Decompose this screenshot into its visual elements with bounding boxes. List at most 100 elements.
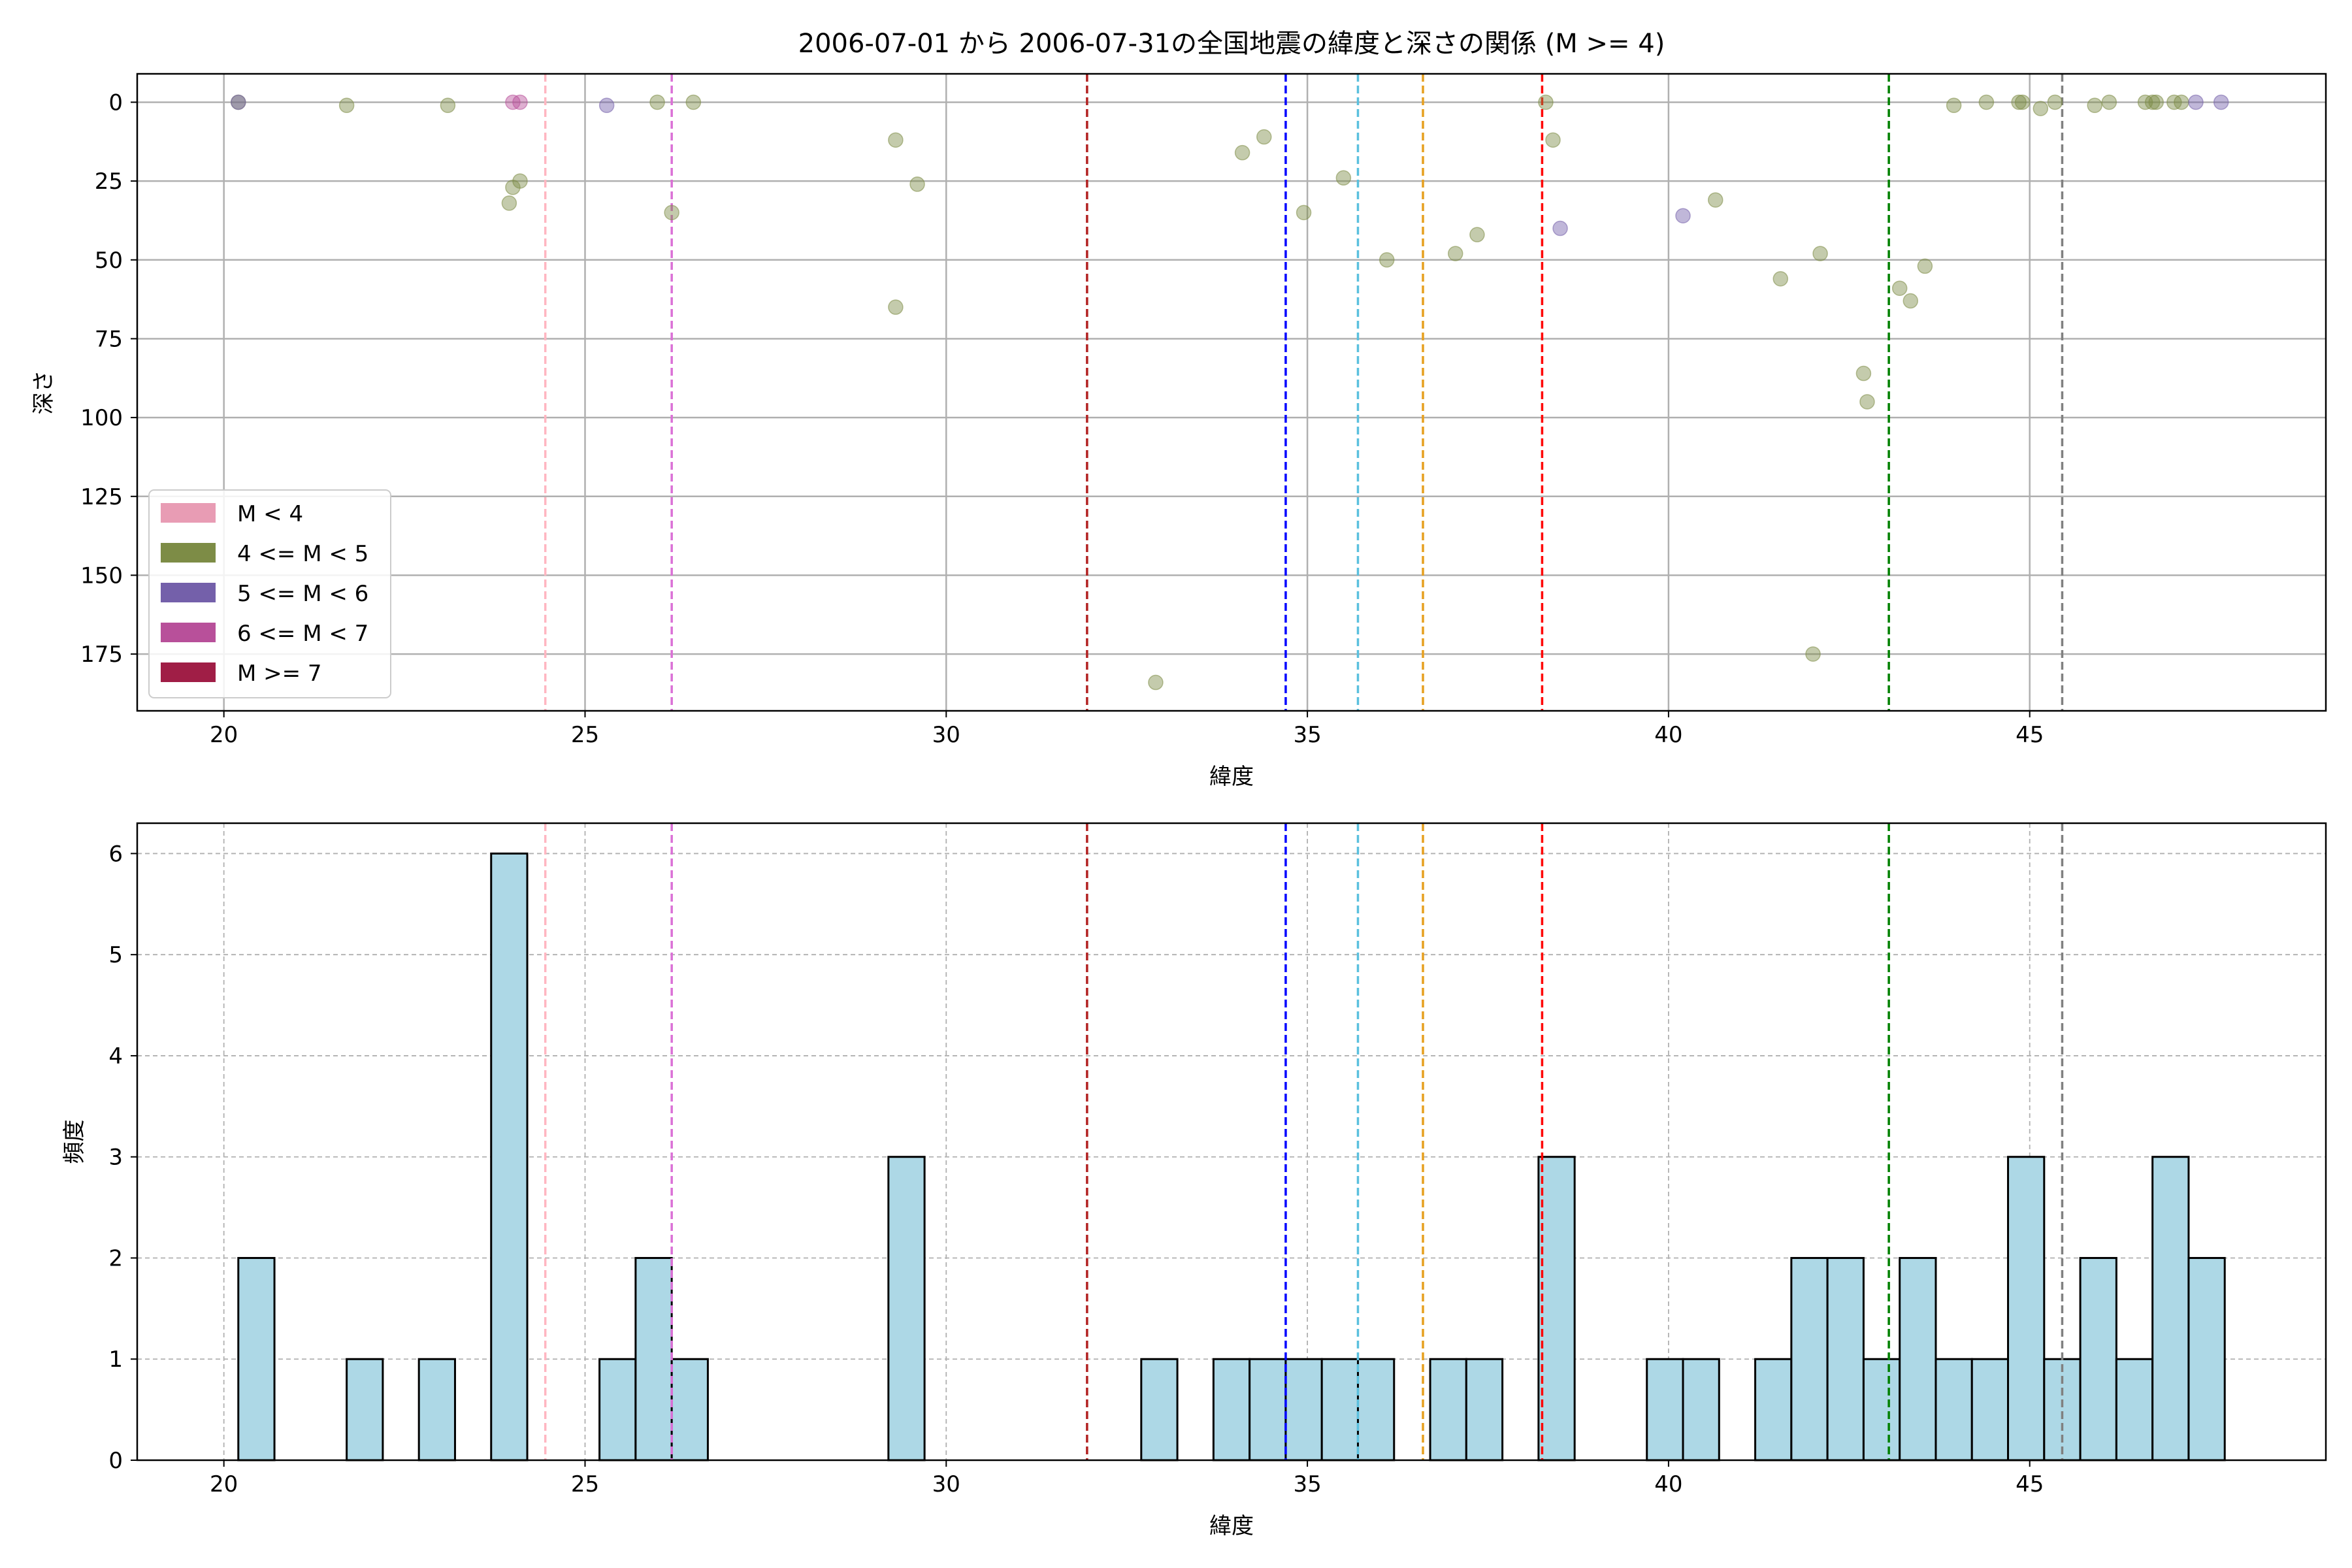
x-tick-label: 25 <box>571 1471 599 1497</box>
data-point <box>1805 646 1821 662</box>
x-axis-label: 緯度 <box>1209 764 1254 790</box>
data-point <box>1891 280 1908 296</box>
y-tick-label: 50 <box>95 248 123 274</box>
legend-label: 4 <= M < 5 <box>237 541 368 567</box>
histogram-bar <box>1970 1358 2010 1462</box>
data-point <box>1379 252 1395 268</box>
histogram-bar <box>2043 1358 2082 1462</box>
y-tick-label: 100 <box>80 405 123 431</box>
histogram-bar <box>237 1256 276 1462</box>
data-point <box>1447 246 1463 261</box>
data-point <box>888 299 904 315</box>
data-point <box>1978 94 1995 110</box>
data-point <box>1538 94 1554 110</box>
y-tick-label: 5 <box>108 942 123 968</box>
legend-label: M < 4 <box>237 501 303 527</box>
x-tick-label: 20 <box>210 722 238 748</box>
histogram-bar <box>1862 1358 1901 1462</box>
y-tick-label: 2 <box>108 1245 123 1271</box>
y-tick-label: 3 <box>108 1145 123 1171</box>
histogram-bar <box>1212 1358 1251 1462</box>
histogram-bar <box>1465 1358 1504 1462</box>
histogram-bar <box>670 1358 709 1462</box>
data-point <box>685 94 702 110</box>
legend-swatch <box>161 503 216 523</box>
histogram-bar <box>2151 1156 2190 1462</box>
y-tick-label: 150 <box>80 563 123 589</box>
data-point <box>1545 132 1561 148</box>
data-point <box>1335 170 1352 186</box>
histogram-bar <box>598 1358 637 1462</box>
x-tick-label: 30 <box>932 1471 960 1497</box>
y-tick-label: 175 <box>80 642 123 668</box>
plot-frame <box>136 822 2327 1462</box>
data-point <box>512 173 528 189</box>
data-point <box>1917 258 1933 274</box>
data-point <box>338 97 355 114</box>
data-point <box>909 176 925 192</box>
legend-swatch <box>161 662 216 682</box>
data-point <box>598 97 615 114</box>
histogram-bar <box>1935 1358 1973 1462</box>
x-axis-label: 緯度 <box>1209 1513 1254 1539</box>
data-point <box>1855 365 1872 382</box>
x-tick-label: 40 <box>1654 1471 1682 1497</box>
histogram-bar <box>2079 1256 2117 1462</box>
data-point <box>1675 208 1691 223</box>
legend-swatch <box>161 623 216 642</box>
data-point <box>2213 94 2229 110</box>
y-tick-label: 1 <box>108 1347 123 1373</box>
data-point <box>2011 94 2027 110</box>
legend: M < 4 4 <= M < 5 5 <= M < 6 6 <= M < 7 M >= … <box>148 489 391 698</box>
histogram-bar <box>1320 1358 1359 1462</box>
histogram-bar <box>1754 1358 1793 1462</box>
histogram-bar <box>1356 1358 1396 1462</box>
y-tick-label: 0 <box>108 1448 123 1474</box>
histogram-bar <box>634 1256 673 1462</box>
scatter-plot-panel: 20 25 30 35 40 45 0 25 50 75 100 125 150 175 緯度 深さ M < 4… <box>31 73 2327 790</box>
histogram-bar <box>417 1358 456 1462</box>
data-point <box>1946 97 1962 114</box>
histogram-bar <box>887 1156 926 1462</box>
x-tick-label: 40 <box>1654 722 1682 748</box>
data-point <box>2174 94 2189 110</box>
legend-swatch <box>161 543 216 563</box>
histogram-bar <box>1899 1256 1937 1462</box>
histogram-bar <box>1429 1358 1467 1462</box>
data-point <box>2144 94 2161 110</box>
x-tick-label: 20 <box>210 1471 238 1497</box>
histogram-bar <box>1646 1358 1684 1462</box>
y-tick-label: 125 <box>80 484 123 510</box>
data-point <box>1812 246 1828 261</box>
histogram-bar <box>1790 1256 1829 1462</box>
x-tick-label: 30 <box>932 722 960 748</box>
y-tick-label: 25 <box>95 169 123 195</box>
data-point <box>664 204 679 221</box>
legend-label: 5 <= M < 6 <box>237 581 368 607</box>
legend-swatch <box>161 583 216 602</box>
x-tick-label: 35 <box>1293 1471 1321 1497</box>
histogram-bar <box>2007 1156 2046 1462</box>
y-tick-label: 4 <box>108 1043 123 1070</box>
histogram-bar <box>1140 1358 1179 1462</box>
data-point <box>1552 220 1568 237</box>
legend-label: M >= 7 <box>237 661 322 687</box>
histogram-bar <box>1249 1358 1287 1462</box>
data-point <box>1469 227 1485 242</box>
y-tick-label: 6 <box>108 841 123 867</box>
y-tick-label: 0 <box>108 90 123 116</box>
data-point <box>1903 293 1919 309</box>
histogram-bar <box>2115 1358 2154 1462</box>
histogram-bar <box>346 1358 384 1462</box>
data-point <box>888 132 904 148</box>
data-point <box>2047 94 2063 110</box>
x-tick-label: 25 <box>571 722 599 748</box>
y-tick-label: 75 <box>95 326 123 352</box>
data-point <box>1772 270 1789 287</box>
data-point <box>2087 97 2102 114</box>
data-point <box>2188 94 2204 110</box>
histogram-bar <box>490 852 529 1462</box>
x-tick-label: 45 <box>2016 1471 2044 1497</box>
